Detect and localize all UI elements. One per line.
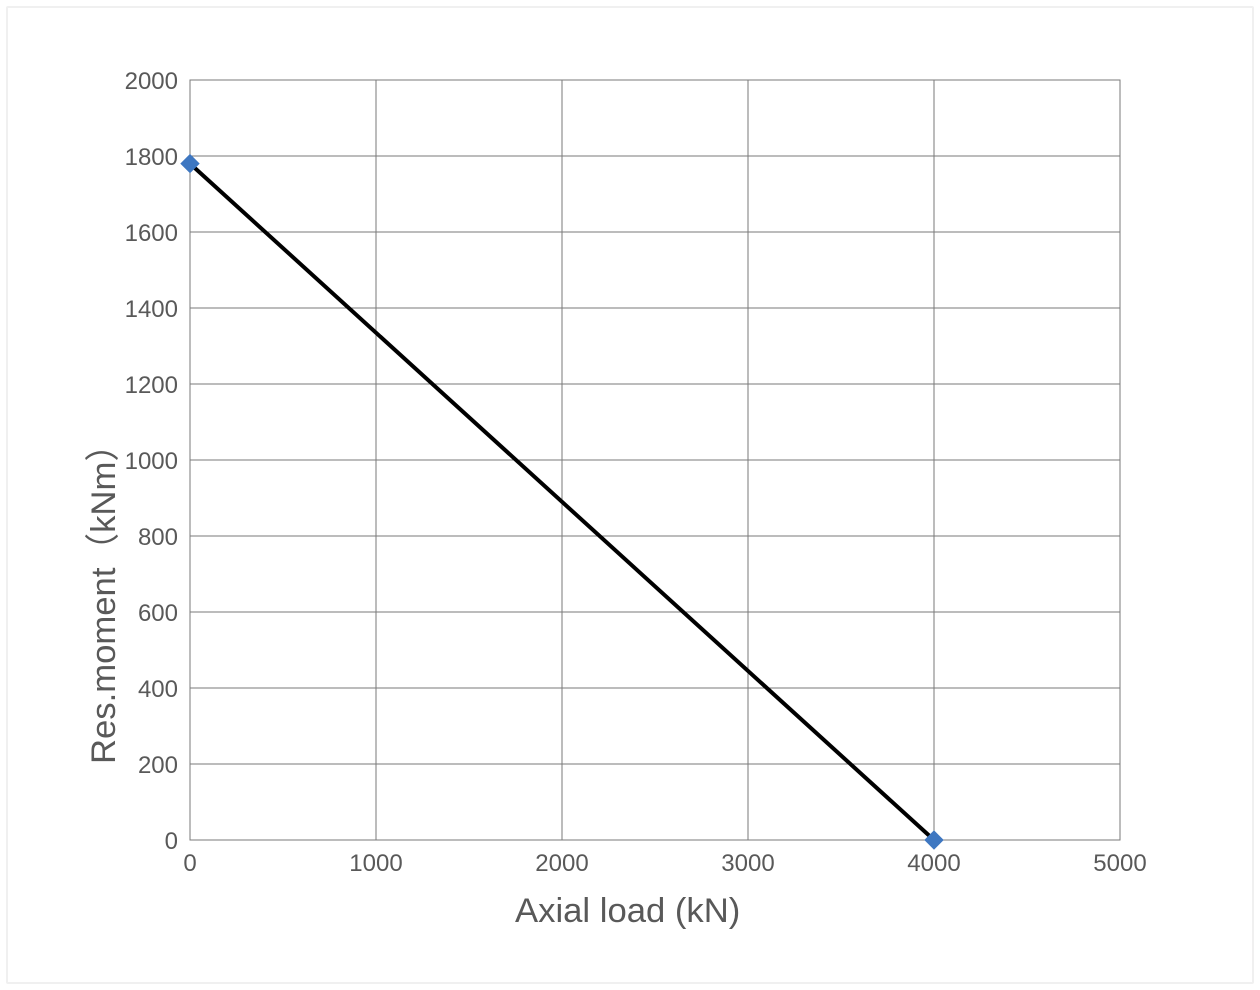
chart-plot: [0, 0, 1260, 990]
chart-container: Res.moment（kNm） Axial load (kN) 02004006…: [0, 0, 1260, 990]
